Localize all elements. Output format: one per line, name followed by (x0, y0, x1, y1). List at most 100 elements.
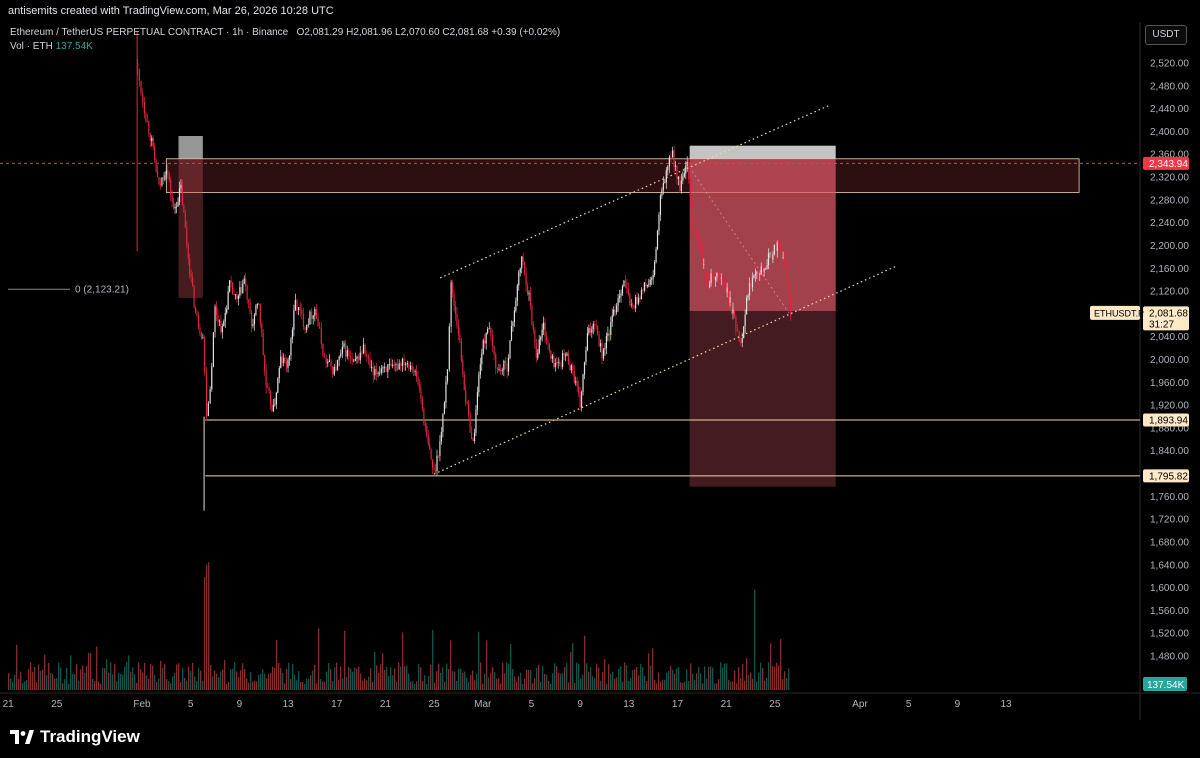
volume-bar (644, 675, 646, 690)
volume-bar (506, 662, 508, 690)
y-tick-label: 2,520.00 (1150, 59, 1189, 70)
candle-body (177, 202, 179, 207)
volume-bar (86, 665, 88, 690)
candle-body (639, 297, 641, 300)
volume-bar (202, 680, 204, 690)
volume-bar (16, 644, 18, 690)
volume-bar (114, 664, 116, 690)
volume-bar (738, 667, 740, 690)
volume-bar (428, 676, 430, 690)
volume-bar (396, 681, 398, 690)
volume-bar (486, 640, 488, 690)
candle-body (736, 329, 739, 332)
volume-bar (398, 662, 400, 690)
tradingview-logo-text: TradingView (40, 727, 140, 746)
candle-body (575, 381, 577, 383)
y-tick-label: 2,400.00 (1150, 127, 1189, 138)
candle-body (760, 266, 762, 274)
volume-bar (38, 664, 40, 690)
candle-body (748, 282, 751, 296)
volume-bar (220, 671, 222, 690)
candle-body (472, 438, 474, 441)
candle-body (526, 285, 529, 295)
candle-body (607, 333, 609, 336)
candle-body (778, 242, 780, 245)
candle-body (359, 352, 361, 361)
volume-bar (214, 670, 216, 690)
candle-body (429, 444, 431, 450)
candle-body (782, 256, 784, 258)
volume-bar (364, 678, 366, 690)
candle-body (423, 408, 425, 424)
candle-body (281, 356, 283, 363)
volume-bar (26, 679, 28, 690)
volume-bar (276, 640, 278, 690)
x-tick-label: 17 (331, 699, 343, 710)
candle-body (275, 392, 277, 405)
candle-body (168, 174, 170, 181)
chart-area[interactable]: 2,520.00 2,480.00 2,440.00 2,400.00 2,360.00… (0, 22, 1200, 720)
volume-bar (546, 674, 548, 690)
candle-body (403, 358, 405, 366)
currency-button[interactable]: USDT (1145, 25, 1187, 45)
candle-body (450, 282, 452, 327)
candle-body (597, 325, 599, 335)
x-tick-label: Feb (133, 699, 151, 710)
volume-bar (448, 669, 450, 690)
volume-bar (554, 663, 556, 690)
volume-bar (260, 673, 262, 690)
volume-bar (208, 562, 210, 690)
candle-body (604, 347, 606, 350)
volume-bar (334, 667, 336, 690)
volume-bar (18, 678, 20, 690)
candle-body (142, 93, 144, 102)
candle-body (264, 355, 266, 371)
volume-bar (30, 662, 32, 690)
volume-bar (584, 635, 586, 690)
volume-bar (718, 679, 720, 690)
candle-body (629, 293, 631, 305)
volume-bar (526, 669, 528, 690)
candle-body (602, 349, 605, 359)
credit-bar: antisemits created with TradingView.com,… (0, 0, 1200, 22)
volume-bar (640, 664, 642, 690)
candle-body (395, 364, 397, 365)
volume-bar (400, 666, 402, 690)
volume-bar (654, 680, 656, 690)
volume-bar (354, 667, 356, 690)
candle-body (371, 366, 373, 368)
volume-bar (542, 665, 544, 690)
y-tick-label: 1,920.00 (1150, 401, 1189, 412)
volume-bar (780, 639, 782, 690)
volume-bar (368, 676, 370, 690)
candle-body (513, 310, 516, 323)
candle-body (456, 313, 458, 326)
volume-bar (514, 676, 516, 690)
candle-body (559, 362, 561, 364)
candle-body (283, 357, 285, 363)
candle-body (442, 413, 444, 433)
candle-body (207, 403, 209, 416)
candle-body (545, 336, 548, 341)
volume-bar (520, 672, 522, 690)
volume-bar (612, 671, 614, 690)
candle-body (534, 329, 536, 343)
volume-bar (480, 662, 482, 690)
candle-body (580, 391, 583, 408)
candle-body (522, 256, 524, 262)
volume-bar (420, 667, 422, 690)
candle-body (400, 363, 402, 366)
price-chart[interactable]: 2,520.00 2,480.00 2,440.00 2,400.00 2,360.00… (0, 22, 1200, 720)
volume-bar (170, 683, 172, 690)
candle-body (599, 343, 602, 347)
y-tick-label: 2,200.00 (1150, 241, 1189, 252)
candle-body (255, 305, 257, 315)
candle-body (668, 156, 670, 167)
volume-bar (10, 678, 12, 690)
volume-bar (616, 677, 618, 690)
candle-body (151, 137, 153, 141)
volume-bar (416, 681, 418, 690)
volume-bar (140, 669, 142, 690)
candle-body (763, 269, 765, 272)
volume-bar (172, 676, 174, 690)
